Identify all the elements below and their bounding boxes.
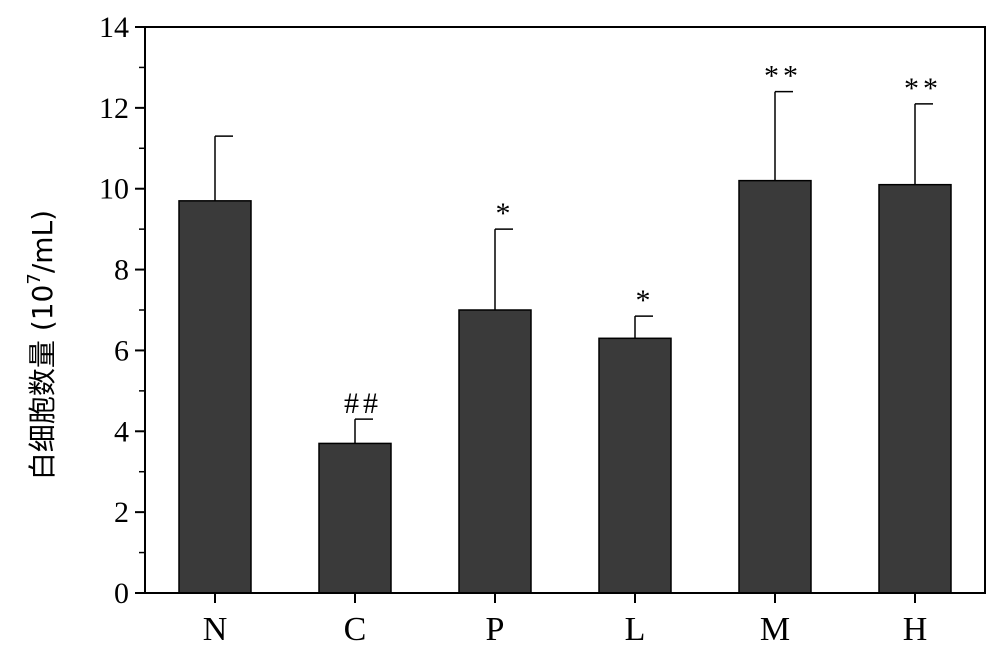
bar-M <box>739 181 811 593</box>
y-tick-label-2: 2 <box>114 496 129 529</box>
svg-text:白细胞数量 (107/mL): 白细胞数量 (107/mL) <box>24 210 59 480</box>
y-tick-label-4: 4 <box>114 415 129 448</box>
annotation-H: ** <box>904 72 942 105</box>
y-axis-label-end: /mL) <box>26 210 59 273</box>
bar-L <box>599 338 671 593</box>
y-axis-label-main: 白细胞数量 (10 <box>26 285 59 480</box>
x-tick-label-C: C <box>344 611 367 648</box>
annotation-L: * <box>636 284 651 317</box>
annotation-C: ## <box>344 387 382 420</box>
x-tick-label-L: L <box>625 611 646 648</box>
x-tick-label-M: M <box>760 611 790 648</box>
plot-frame <box>145 27 985 593</box>
annotation-M: ** <box>764 60 802 93</box>
x-tick-label-H: H <box>903 611 928 648</box>
annotation-P: * <box>496 197 511 230</box>
y-tick-label-8: 8 <box>114 254 129 287</box>
y-tick-label-0: 0 <box>114 577 129 610</box>
y-tick-label-10: 10 <box>99 173 129 206</box>
y-tick-label-12: 12 <box>99 92 129 125</box>
plot-area: N ## C * P * L ** M ** H 0 2 4 6 8 10 12 14 <box>99 11 985 648</box>
y-tick-label-6: 6 <box>114 334 129 367</box>
bar-H <box>879 185 951 593</box>
y-tick-label-14: 14 <box>99 11 129 44</box>
y-axis-label-superscript: 7 <box>24 273 45 284</box>
x-tick-label-P: P <box>486 611 505 648</box>
bar-N <box>179 201 251 593</box>
bar-P <box>459 310 531 593</box>
x-tick-label-N: N <box>203 611 228 648</box>
y-axis-label: 白细胞数量 (107/mL) <box>24 210 59 480</box>
bar-C <box>319 443 391 593</box>
